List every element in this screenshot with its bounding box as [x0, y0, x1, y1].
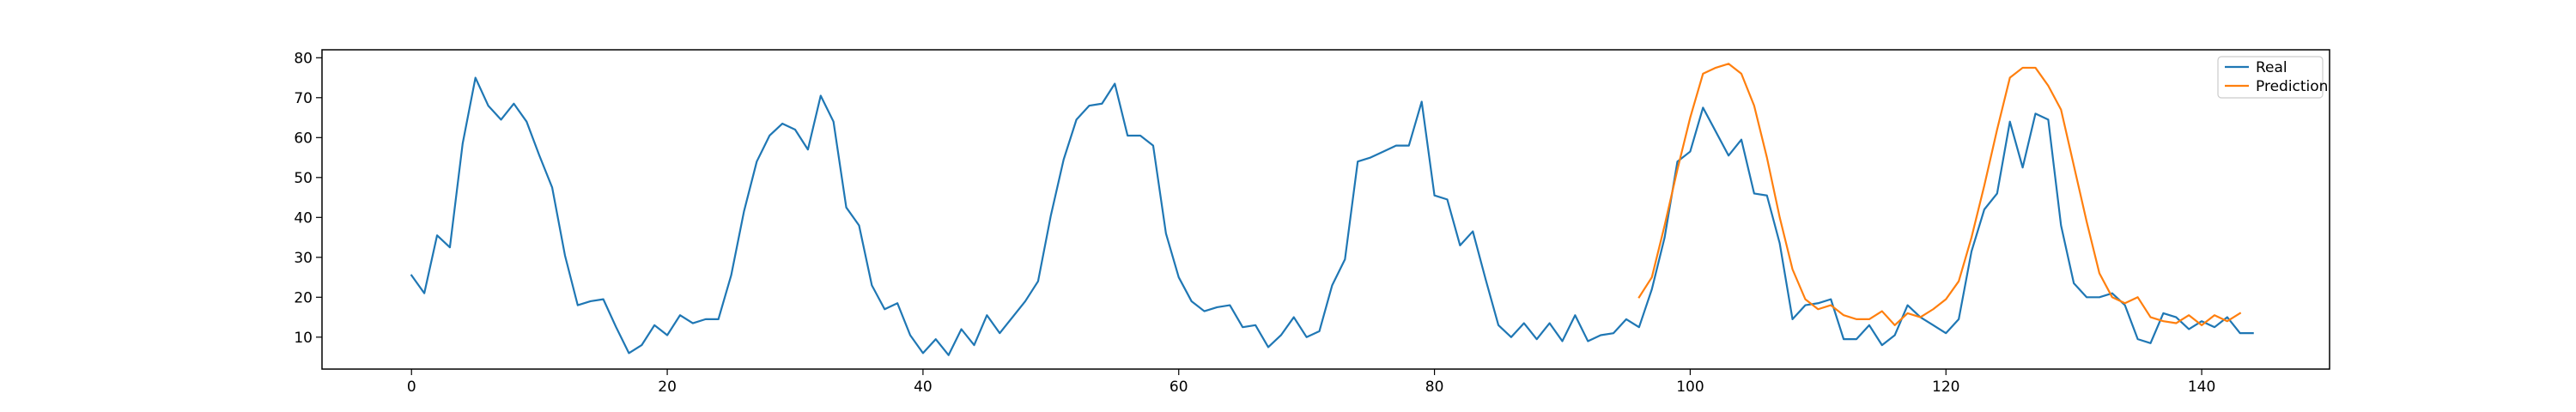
x-tick-label: 80	[1425, 379, 1444, 396]
x-tick-label: 100	[1676, 379, 1704, 396]
legend: Real Prediction	[2217, 56, 2328, 99]
y-tick-label: 30	[294, 250, 313, 267]
y-tick-label: 20	[294, 289, 313, 306]
x-tick-label: 60	[1170, 379, 1188, 396]
x-tick-label: 20	[658, 379, 677, 396]
legend-label-real: Real	[2256, 59, 2287, 76]
x-tick-label: 120	[1932, 379, 1959, 396]
y-tick-label: 10	[294, 330, 313, 347]
y-tick-label: 50	[294, 170, 313, 187]
series-line-prediction	[1637, 63, 2242, 326]
axes-frame	[321, 49, 2330, 370]
y-tick-label: 70	[294, 90, 313, 107]
x-tick-label: 0	[407, 379, 416, 396]
series-layer	[410, 63, 2254, 356]
x-axis: 0 20 40 60 80 100 120 140	[407, 369, 2215, 396]
y-tick-label: 60	[294, 130, 313, 147]
y-axis: 10 20 30 40 50 60 70 80	[294, 50, 322, 347]
y-tick-label: 40	[294, 209, 313, 227]
y-tick-label: 80	[294, 50, 313, 67]
x-tick-label: 140	[2188, 379, 2215, 396]
legend-label-prediction: Prediction	[2256, 78, 2328, 95]
plot-area	[321, 49, 2330, 370]
series-line-real	[410, 76, 2254, 356]
x-tick-label: 40	[914, 379, 933, 396]
